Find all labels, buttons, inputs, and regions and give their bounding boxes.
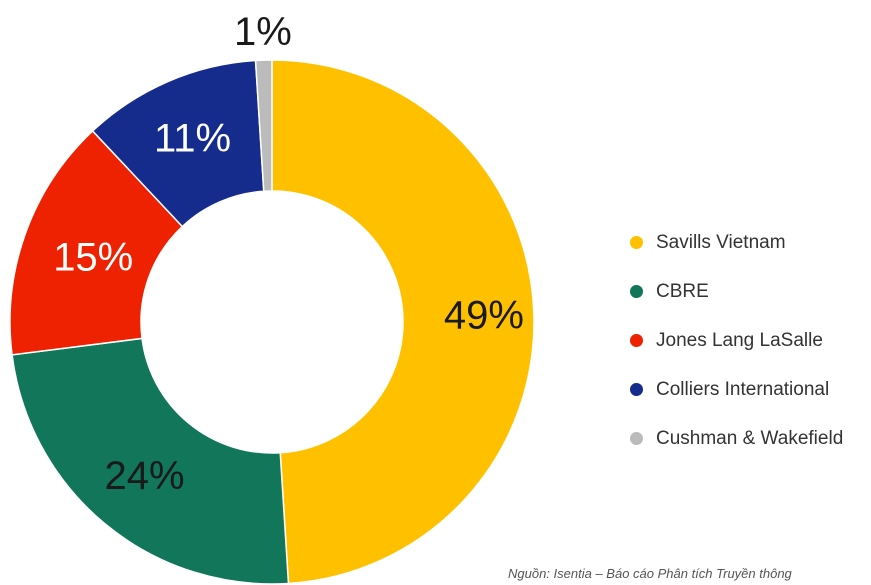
legend-item-colliers: Colliers International — [630, 365, 843, 414]
legend-label-cbre: CBRE — [656, 280, 709, 302]
donut-slice-jll — [9, 129, 184, 356]
donut-slice-savills — [271, 59, 535, 585]
data-label-jll: 15% — [53, 236, 133, 280]
legend-item-cushman: Cushman & Wakefield — [630, 414, 843, 463]
legend-swatch-colliers — [630, 383, 643, 396]
data-label-savills: 49% — [444, 293, 524, 337]
data-label-cbre: 24% — [104, 454, 184, 498]
legend-swatch-jll — [630, 334, 643, 347]
legend-item-jll: Jones Lang LaSalle — [630, 316, 843, 365]
legend-item-cbre: CBRE — [630, 267, 843, 316]
legend-swatch-cbre — [630, 285, 643, 298]
legend-label-savills: Savills Vietnam — [656, 231, 786, 253]
data-label-colliers: 11% — [154, 116, 231, 160]
legend-label-cushman: Cushman & Wakefield — [656, 427, 844, 449]
chart-legend: Savills Vietnam CBRE Jones Lang LaSalle … — [630, 218, 843, 463]
legend-label-colliers: Colliers International — [656, 378, 830, 400]
data-label-cushman: 1% — [234, 10, 292, 54]
legend-item-savills: Savills Vietnam — [630, 218, 843, 267]
donut-slice-cushman — [254, 59, 273, 193]
legend-swatch-savills — [630, 236, 643, 249]
donut-slice-cbre — [11, 337, 290, 585]
legend-swatch-cushman — [630, 432, 643, 445]
source-note: Nguồn: Isentia – Báo cáo Phân tích Truyề… — [508, 566, 792, 581]
legend-label-jll: Jones Lang LaSalle — [656, 329, 823, 351]
